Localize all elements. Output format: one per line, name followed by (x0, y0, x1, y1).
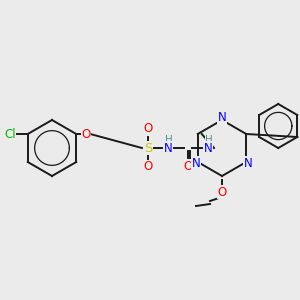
Text: N: N (192, 157, 200, 169)
Text: N: N (244, 157, 252, 169)
Text: O: O (218, 185, 226, 199)
Text: O: O (143, 160, 153, 173)
Text: H: H (205, 135, 213, 145)
Text: S: S (144, 142, 152, 154)
Text: O: O (143, 122, 153, 136)
Text: Cl: Cl (4, 128, 16, 140)
Text: N: N (218, 111, 226, 124)
Text: N: N (164, 142, 172, 154)
Text: N: N (204, 142, 212, 154)
Text: O: O (82, 128, 91, 140)
Text: O: O (183, 160, 193, 172)
Text: H: H (165, 135, 173, 145)
